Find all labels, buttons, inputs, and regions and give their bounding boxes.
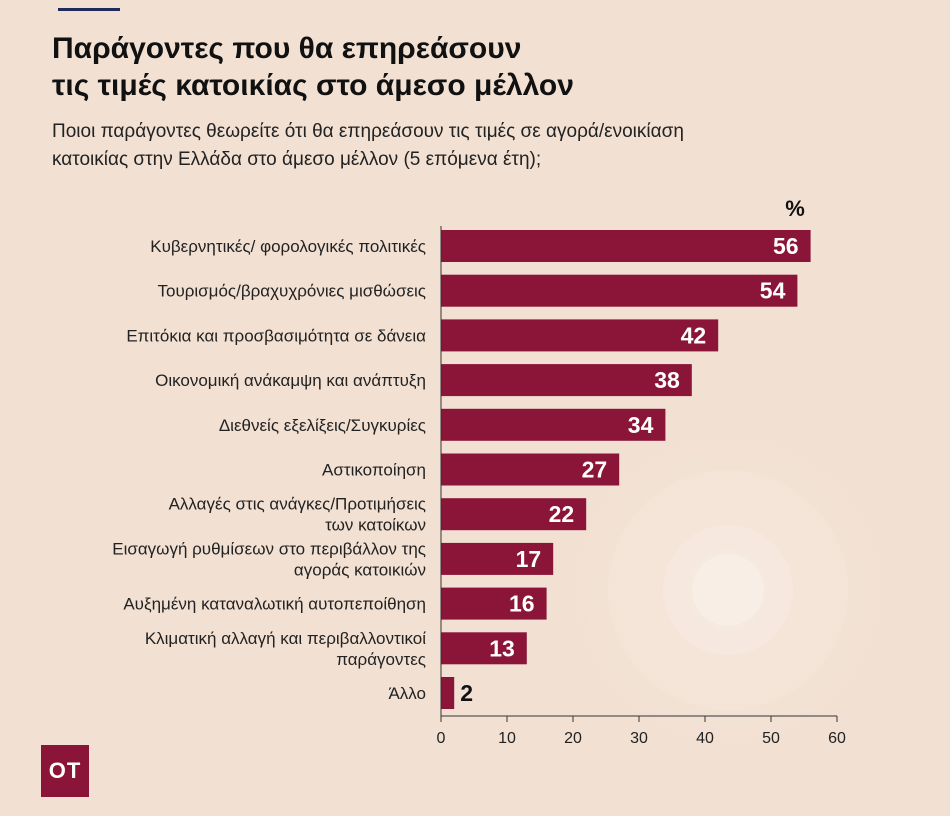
bar-3 <box>441 364 692 397</box>
ot-logo: ΟΤ <box>41 745 89 797</box>
x-tick-label-6: 60 <box>828 730 846 747</box>
bar-8 <box>441 587 547 620</box>
bar-value-label-1: 54 <box>760 278 786 304</box>
x-tick-label-0: 0 <box>437 730 446 747</box>
bar-10 <box>441 677 455 709</box>
category-label-9-line-0: Κλιματική αλλαγή και περιβαλλοντικοί <box>145 629 426 648</box>
bar-5 <box>441 453 620 486</box>
bar-value-label-2: 42 <box>681 322 707 348</box>
category-label-8-line-0: Αυξημένη καταναλωτική αυτοπεποίθηση <box>123 595 426 614</box>
chart-title-line-1: Παράγοντες που θα επηρεάσουν <box>52 32 522 65</box>
unit-label: % <box>785 196 805 221</box>
bar-1 <box>441 274 798 307</box>
bar-value-label-3: 38 <box>654 367 680 393</box>
chart-subtitle: Ποιοι παράγοντες θεωρείτε ότι θα επηρεάσ… <box>52 118 912 174</box>
bar-value-label-8: 16 <box>509 591 535 617</box>
bar-9 <box>441 632 527 665</box>
category-label-2-line-0: Επιτόκια και προσβασιμότητα σε δάνεια <box>126 326 426 345</box>
category-label-9-line-1: παράγοντες <box>336 650 426 669</box>
bar-2 <box>441 319 719 352</box>
category-label-4-line-0: Διεθνείς εξελίξεις/Συγκυρίες <box>219 416 426 435</box>
x-axis: 0 10 20 30 40 50 60 <box>437 226 846 747</box>
category-labels: Κυβερνητικές/ φορολογικές πολιτικές Τουρι… <box>112 237 426 703</box>
bar-value-label-10: 2 <box>460 680 473 706</box>
bar-value-label-4: 34 <box>628 412 654 438</box>
category-label-0-line-0: Κυβερνητικές/ φορολογικές πολιτικές <box>150 237 426 256</box>
category-label-10-line-0: Άλλο <box>388 684 426 703</box>
category-label-7-line-1: αγοράς κατοικιών <box>294 560 426 579</box>
category-label-1-line-0: Τουρισμός/βραχυχρόνιες μισθώσεις <box>157 282 426 301</box>
category-label-6-line-0: Αλλαγές στις ανάγκες/Προτιμήσεις <box>169 495 426 514</box>
x-tick-label-5: 50 <box>762 730 780 747</box>
bar-0 <box>441 230 811 262</box>
chart-subtitle-line-1: Ποιοι παράγοντες θεωρείτε ότι θα επηρεάσ… <box>52 121 684 142</box>
bar-value-label-0: 56 <box>773 233 799 259</box>
bar-value-label-5: 27 <box>582 457 608 483</box>
bar-4 <box>441 408 666 441</box>
bar-value-label-7: 17 <box>516 546 542 572</box>
category-label-5-line-0: Αστικοποίηση <box>322 461 426 480</box>
x-tick-label-1: 10 <box>498 730 516 747</box>
category-label-6-line-1: των κατοίκων <box>325 516 426 535</box>
category-label-7-line-0: Εισαγωγή ρυθμίσεων στο περιβάλλον της <box>112 539 426 558</box>
category-label-3-line-0: Οικονομική ανάκαμψη και ανάπτυξη <box>155 371 426 390</box>
chart-title: Παράγοντες που θα επηρεάσουν τις τιμές κ… <box>52 30 574 104</box>
bar-6 <box>441 498 587 531</box>
top-accent-rule <box>58 8 120 11</box>
bar-7 <box>441 542 554 575</box>
bar-value-label-9: 13 <box>489 635 515 661</box>
x-tick-label-2: 20 <box>564 730 582 747</box>
bar-value-label-6: 22 <box>549 501 575 527</box>
background-decoration <box>548 410 908 770</box>
x-tick-label-4: 40 <box>696 730 714 747</box>
x-tick-label-3: 30 <box>630 730 648 747</box>
chart-title-line-2: τις τιμές κατοικίας στο άμεσο μέλλον <box>52 69 574 102</box>
chart-subtitle-line-2: κατοικίας στην Ελλάδα στο άμεσο μέλλον (… <box>52 149 542 170</box>
